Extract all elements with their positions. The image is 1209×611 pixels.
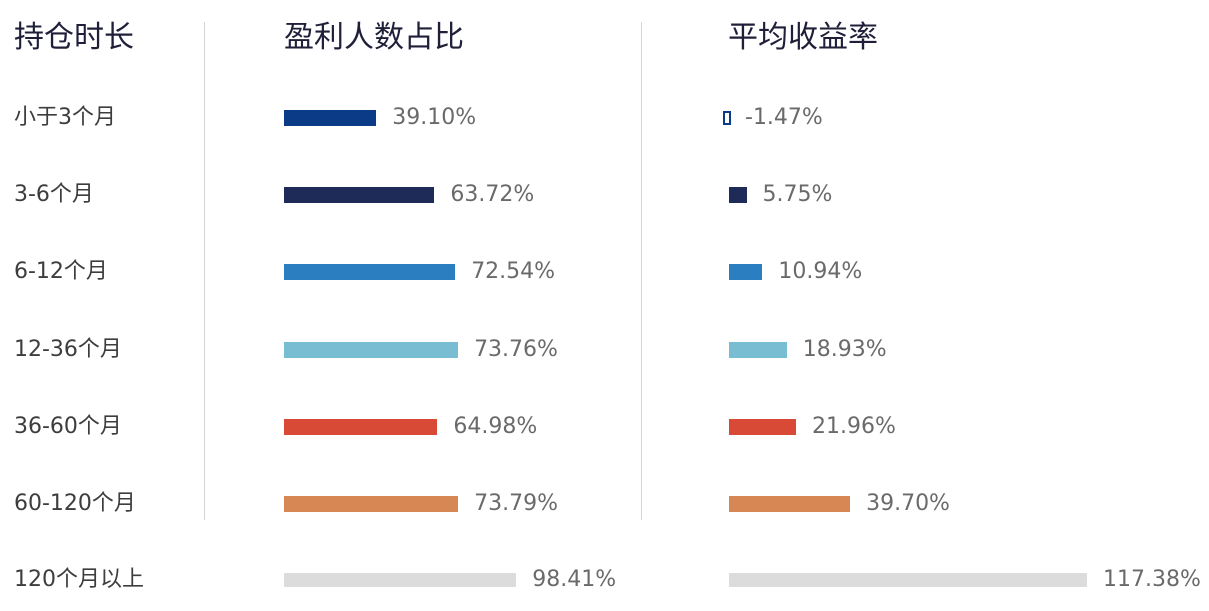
avg-return-value: 5.75% [762, 182, 833, 207]
row-label: 60-120个月 [14, 491, 136, 516]
avg-return-bar [723, 111, 731, 125]
avg-return-value: 117.38% [1103, 567, 1201, 592]
profit-ratio-value: 73.76% [474, 337, 558, 362]
avg-return-bar [729, 264, 763, 280]
profit-ratio-bar [284, 419, 438, 435]
avg-return-bar [729, 419, 796, 435]
row-label: 12-36个月 [14, 337, 122, 362]
profit-ratio-bar [284, 110, 377, 126]
avg-return-value: -1.47% [745, 105, 823, 130]
profit-ratio-value: 64.98% [453, 414, 538, 439]
profit-ratio-bar [284, 187, 435, 203]
profit-ratio-bar [284, 264, 456, 280]
avg-return-bar [729, 187, 747, 203]
profit-ratio-bar [284, 496, 459, 512]
avg-return-bar [729, 496, 851, 512]
row-label: 小于3个月 [14, 105, 116, 130]
divider-right [641, 22, 642, 520]
header-profit-ratio: 盈利人数占比 [284, 20, 464, 55]
profit-ratio-value: 72.54% [471, 259, 556, 284]
profit-ratio-bar [284, 342, 459, 358]
row-label: 36-60个月 [14, 414, 122, 439]
profit-ratio-bar [284, 573, 517, 587]
profit-ratio-value: 98.41% [532, 567, 617, 592]
row-label: 6-12个月 [14, 259, 108, 284]
header-duration: 持仓时长 [14, 20, 134, 55]
header-avg-return: 平均收益率 [728, 20, 878, 55]
avg-return-value: 39.70% [866, 491, 950, 516]
avg-return-bar [729, 573, 1087, 587]
avg-return-value: 21.96% [811, 414, 896, 439]
row-label: 120个月以上 [14, 567, 144, 592]
avg-return-value: 10.94% [778, 259, 863, 284]
profit-ratio-value: 39.10% [392, 105, 477, 130]
profit-ratio-value: 73.79% [474, 491, 559, 516]
divider-left [204, 22, 205, 520]
row-label: 3-6个月 [14, 182, 94, 207]
avg-return-value: 18.93% [802, 337, 887, 362]
avg-return-bar [729, 342, 787, 358]
profit-ratio-value: 63.72% [450, 182, 535, 207]
